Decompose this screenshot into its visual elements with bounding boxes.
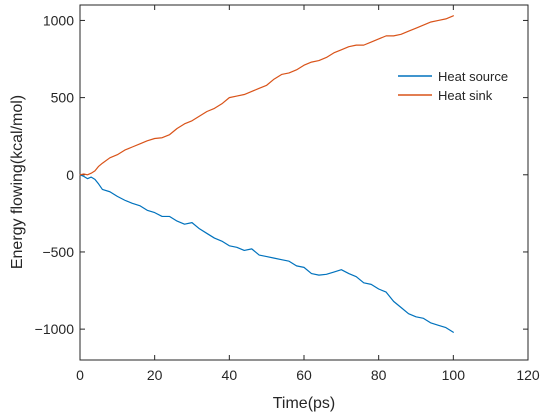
y-tick-label: 500 xyxy=(51,90,75,106)
x-tick-label: 80 xyxy=(371,367,387,383)
x-axis-label: Time(ps) xyxy=(273,395,336,412)
legend-label: Heat sink xyxy=(438,88,493,103)
plot-frame xyxy=(79,4,529,361)
x-tick-label: 0 xyxy=(76,367,84,383)
plot-area xyxy=(79,4,529,361)
x-tick-label: 120 xyxy=(516,367,540,383)
legend-label: Heat source xyxy=(438,69,508,84)
x-tick-label: 100 xyxy=(442,367,466,383)
y-axis-label: Energy flowing(kcal/mol) xyxy=(9,95,26,269)
series-line-heat-sink xyxy=(79,15,454,176)
y-tick-label: −1000 xyxy=(35,321,75,337)
x-tick-label: 40 xyxy=(222,367,238,383)
x-tick-label: 20 xyxy=(147,367,163,383)
y-tick-label: −500 xyxy=(42,244,74,260)
x-axis: 0 20 40 60 80 100 120 xyxy=(76,5,540,383)
series-group xyxy=(79,15,454,333)
y-tick-label: 1000 xyxy=(43,12,74,28)
y-tick-label: 0 xyxy=(66,167,74,183)
y-axis: −1000 −500 0 500 1000 xyxy=(35,12,528,337)
legend: Heat source Heat sink xyxy=(398,69,508,103)
x-tick-label: 60 xyxy=(296,367,312,383)
series-line-heat-source xyxy=(79,174,454,333)
